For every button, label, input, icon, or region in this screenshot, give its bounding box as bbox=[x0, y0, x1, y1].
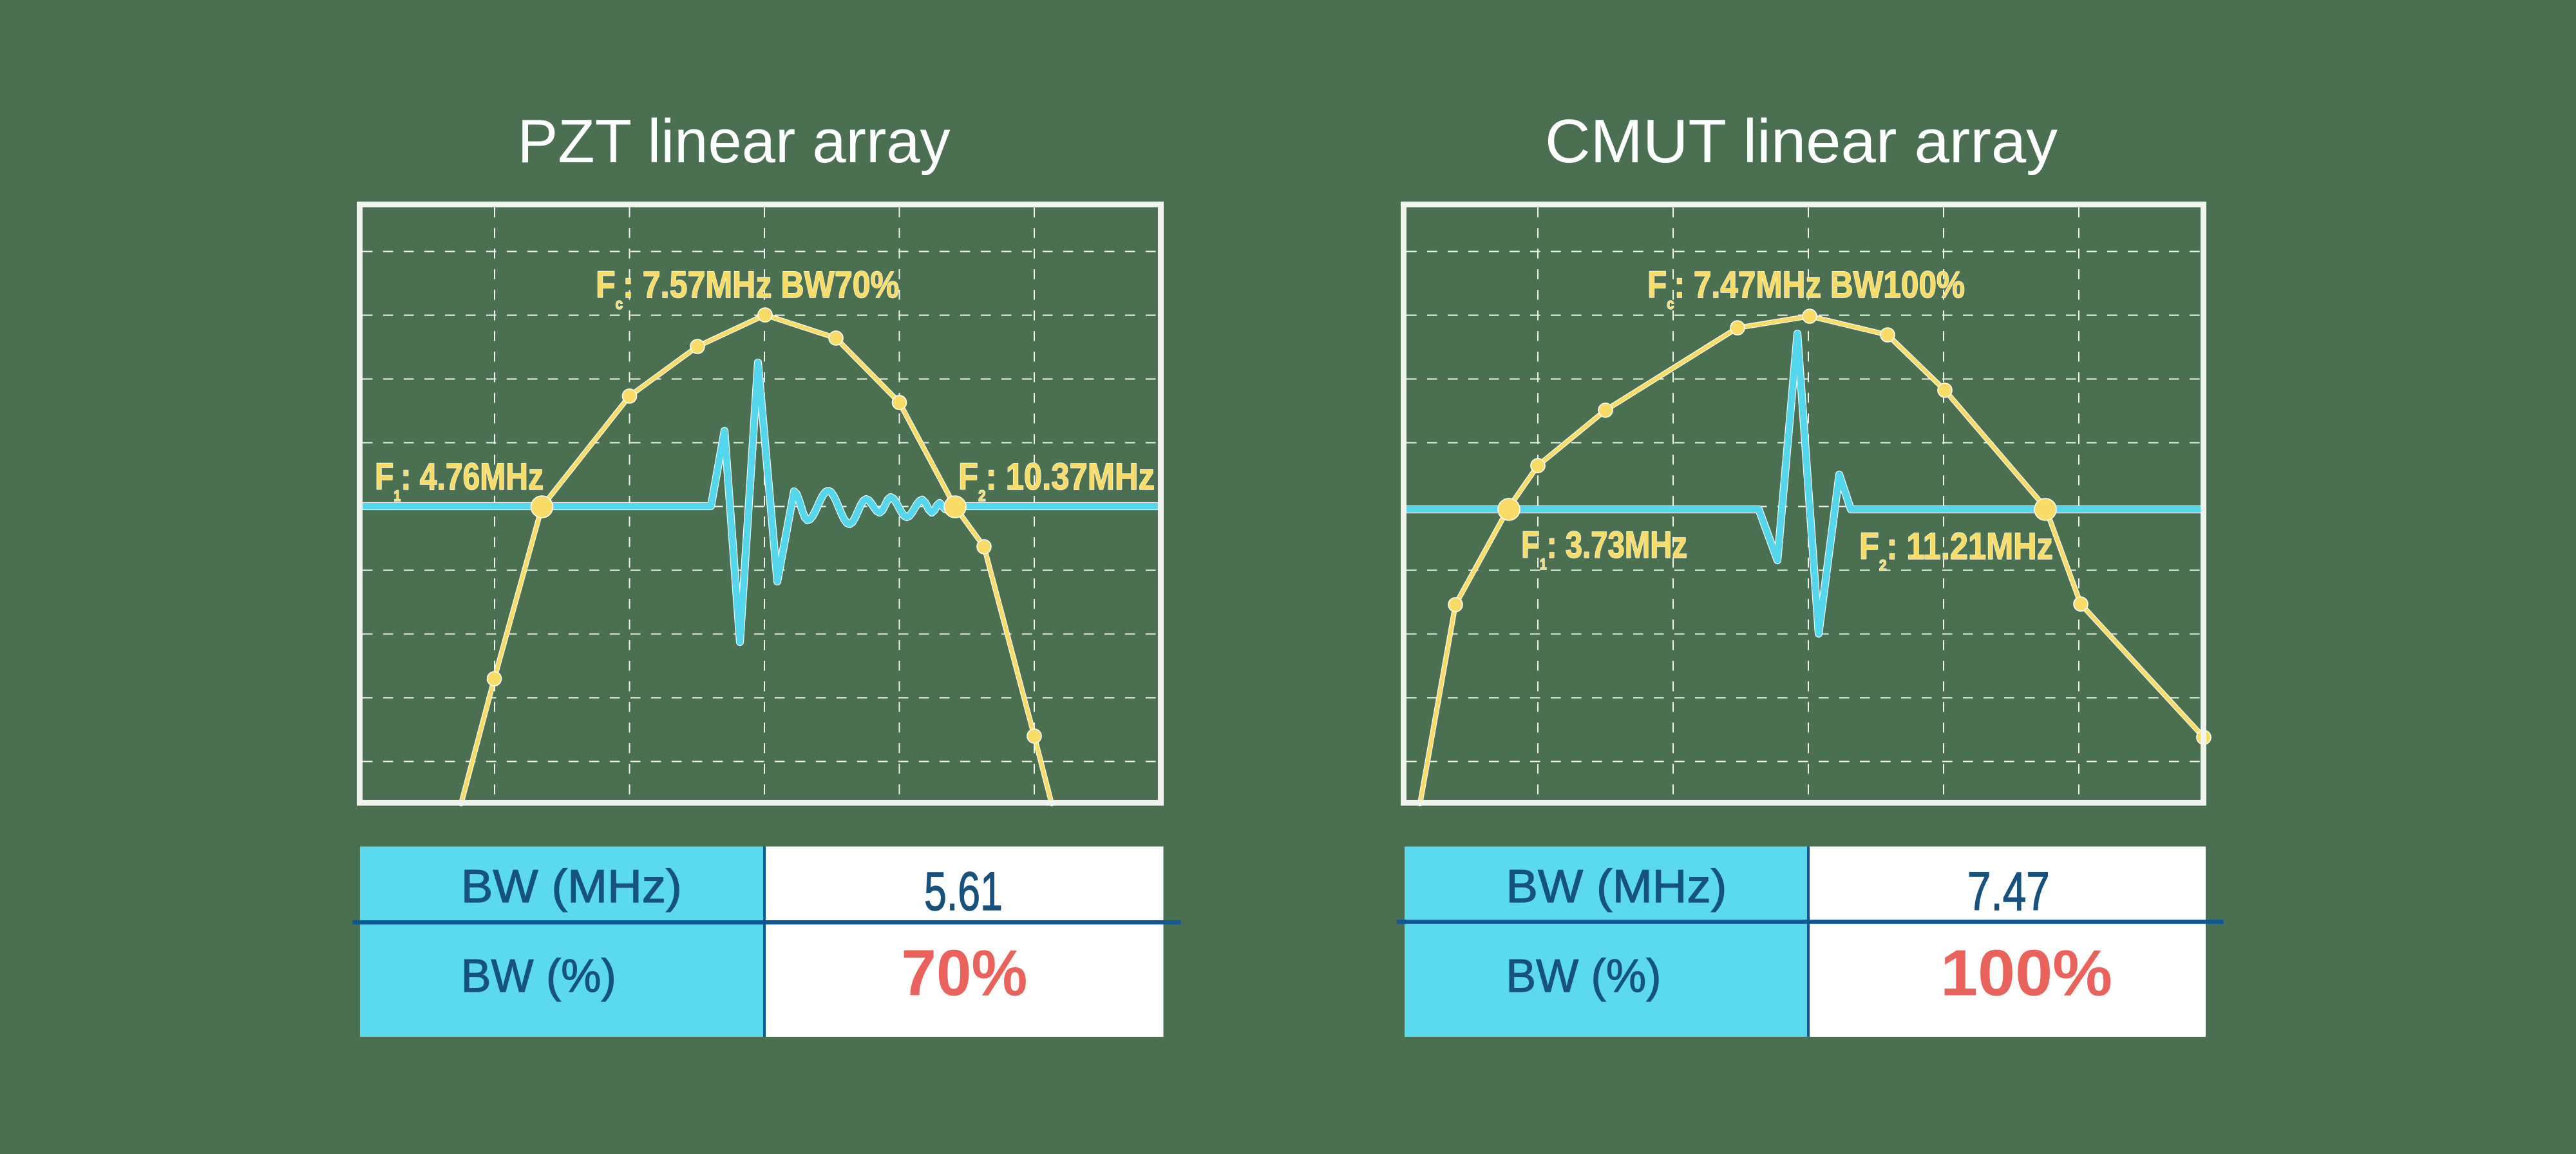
svg-text:F2: 11.21MHz: F2: 11.21MHz bbox=[1859, 525, 2053, 574]
svg-text:BW (MHz): BW (MHz) bbox=[1506, 861, 1727, 913]
svg-text:BW (%): BW (%) bbox=[1506, 951, 1661, 1002]
svg-text:F1: 4.76MHz: F1: 4.76MHz bbox=[375, 457, 544, 505]
svg-text:Fc: 7.57MHz BW70%: Fc: 7.57MHz BW70% bbox=[596, 265, 899, 313]
svg-text:F1: 3.73MHz: F1: 3.73MHz bbox=[1521, 524, 1687, 572]
svg-text:70%: 70% bbox=[902, 938, 1028, 1010]
svg-text:F2: 10.37MHz: F2: 10.37MHz bbox=[958, 456, 1155, 504]
svg-text:BW (%): BW (%) bbox=[461, 951, 616, 1002]
svg-text:CMUT linear array: CMUT linear array bbox=[1545, 107, 2058, 176]
svg-text:7.47: 7.47 bbox=[1967, 861, 2050, 922]
svg-text:Fc: 7.47MHz BW100%: Fc: 7.47MHz BW100% bbox=[1647, 264, 1965, 312]
svg-text:PZT linear array: PZT linear array bbox=[518, 107, 951, 176]
svg-text:100%: 100% bbox=[1940, 938, 2112, 1010]
svg-text:5.61: 5.61 bbox=[924, 861, 1003, 922]
svg-text:BW (MHz): BW (MHz) bbox=[461, 861, 682, 913]
